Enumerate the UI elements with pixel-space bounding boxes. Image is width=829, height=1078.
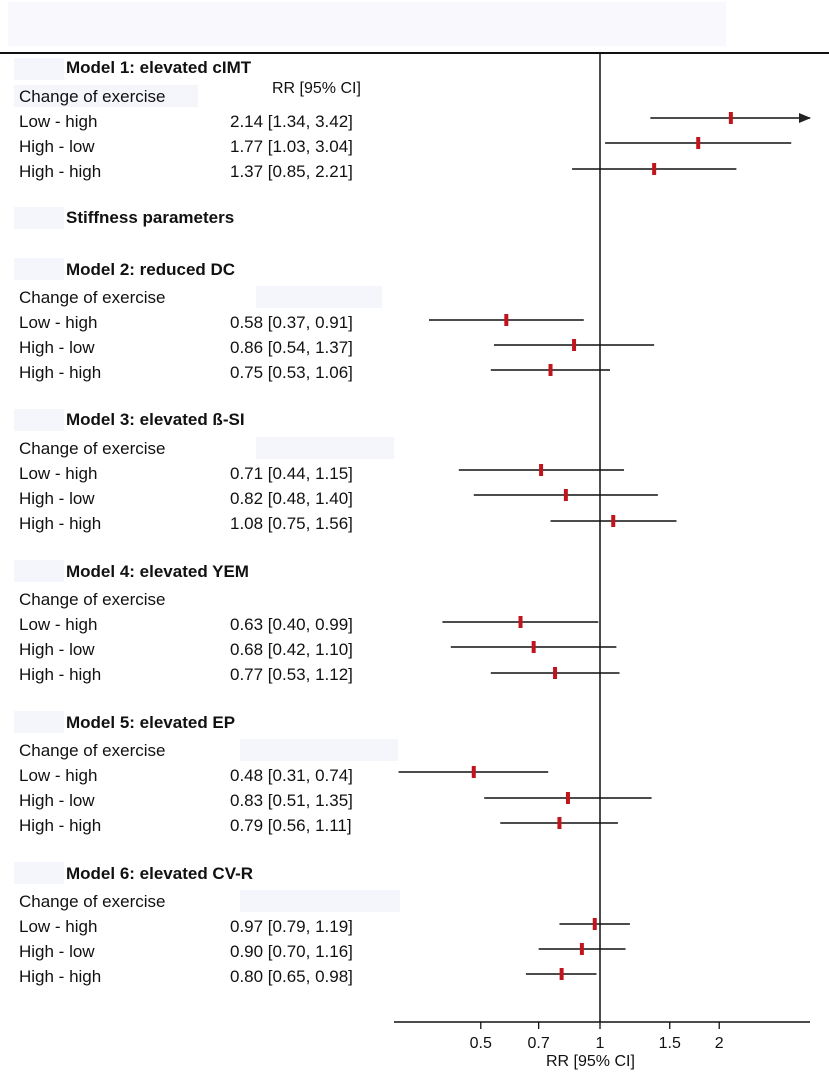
model-1-row-3-value: 1.37 [0.85, 2.21] xyxy=(230,162,353,181)
estimate-marker-6 xyxy=(548,364,553,376)
estimate-marker-8 xyxy=(563,489,568,501)
row-shade xyxy=(14,862,64,884)
model-6-row-2-value: 0.90 [0.70, 1.16] xyxy=(230,942,353,961)
model-1-row-1-label: Low - high xyxy=(19,112,98,131)
model-4-row-1-value: 0.63 [0.40, 0.99] xyxy=(230,615,353,634)
row-shade xyxy=(240,739,398,761)
estimate-marker-16 xyxy=(592,918,597,930)
estimate-marker-5 xyxy=(572,339,577,351)
estimate-marker-13 xyxy=(471,766,476,778)
estimate-marker-1 xyxy=(728,112,733,124)
x-tick-label-3: 1 xyxy=(596,1035,605,1052)
model-1-sublabel: Change of exercise xyxy=(19,87,166,106)
model-3-sublabel: Change of exercise xyxy=(19,439,166,458)
model-4-title: Model 4: elevated YEM xyxy=(66,562,249,581)
model-3-row-1-label: Low - high xyxy=(19,464,98,483)
model-2-row-2-label: High - low xyxy=(19,338,95,357)
model-3-title: Model 3: elevated ß-SI xyxy=(66,410,245,429)
model-6-title: Model 6: elevated CV-R xyxy=(66,864,254,883)
model-5-row-3-value: 0.79 [0.56, 1.11] xyxy=(230,816,352,835)
estimate-marker-4 xyxy=(504,314,509,326)
model-4-row-3-value: 0.77 [0.53, 1.12] xyxy=(230,665,353,684)
model-5-row-1-label: Low - high xyxy=(19,766,98,785)
model-2-title: Model 2: reduced DC xyxy=(66,260,236,279)
model-3-row-2-value: 0.82 [0.48, 1.40] xyxy=(230,489,353,508)
model-5-row-1-value: 0.48 [0.31, 0.74] xyxy=(230,766,353,785)
model-4-row-2-label: High - low xyxy=(19,640,95,659)
section-header: Stiffness parameters xyxy=(66,208,235,227)
row-shade xyxy=(14,58,64,80)
estimate-marker-14 xyxy=(565,792,570,804)
estimate-marker-3 xyxy=(652,163,657,175)
model-4-row-2-value: 0.68 [0.42, 1.10] xyxy=(230,640,353,659)
top-rule xyxy=(0,52,829,54)
model-4-sublabel: Change of exercise xyxy=(19,590,166,609)
model-4-row-1-label: Low - high xyxy=(19,615,98,634)
estimate-marker-10 xyxy=(518,616,523,628)
model-6-row-2-label: High - low xyxy=(19,942,95,961)
model-6-sublabel: Change of exercise xyxy=(19,892,166,911)
model-5-title: Model 5: elevated EP xyxy=(66,713,236,732)
model-1-row-3-label: High - high xyxy=(19,162,102,181)
model-5-row-2-label: High - low xyxy=(19,791,95,810)
estimate-marker-12 xyxy=(553,667,558,679)
model-3-row-3-label: High - high xyxy=(19,514,102,533)
estimate-marker-17 xyxy=(579,943,584,955)
row-shade xyxy=(14,258,64,280)
model-2-row-3-value: 0.75 [0.53, 1.06] xyxy=(230,363,353,382)
model-5-row-2-value: 0.83 [0.51, 1.35] xyxy=(230,791,353,810)
row-shade xyxy=(14,409,64,431)
model-1-row-1-value: 2.14 [1.34, 3.42] xyxy=(230,112,353,131)
model-2-row-1-value: 0.58 [0.37, 0.91] xyxy=(230,313,353,332)
estimate-marker-11 xyxy=(531,641,536,653)
model-5-sublabel: Change of exercise xyxy=(19,741,166,760)
model-2-row-3-label: High - high xyxy=(19,363,102,382)
model-3-row-3-value: 1.08 [0.75, 1.56] xyxy=(230,514,353,533)
estimate-marker-2 xyxy=(696,137,701,149)
model-1-row-2-value: 1.77 [1.03, 3.04] xyxy=(230,137,353,156)
x-axis-title: RR [95% CI] xyxy=(546,1053,635,1070)
model-3-row-1-value: 0.71 [0.44, 1.15] xyxy=(230,464,353,483)
estimate-marker-18 xyxy=(559,968,564,980)
model-6-row-1-label: Low - high xyxy=(19,917,98,936)
model-5-row-3-label: High - high xyxy=(19,816,102,835)
model-1-title: Model 1: elevated cIMT xyxy=(66,58,252,77)
model-1-row-2-label: High - low xyxy=(19,137,95,156)
x-tick-label-1: 0.5 xyxy=(470,1035,492,1052)
model-4-row-3-label: High - high xyxy=(19,665,102,684)
model-2-sublabel: Change of exercise xyxy=(19,288,166,307)
row-shade xyxy=(14,85,198,107)
model-6-row-3-label: High - high xyxy=(19,967,102,986)
x-tick-label-5: 2 xyxy=(715,1035,724,1052)
row-shade xyxy=(14,560,64,582)
row-shade xyxy=(256,437,394,459)
model-3-row-2-label: High - low xyxy=(19,489,95,508)
model-2-row-2-value: 0.86 [0.54, 1.37] xyxy=(230,338,353,357)
row-shade xyxy=(240,890,400,912)
row-shade xyxy=(14,711,64,733)
model-6-row-3-value: 0.80 [0.65, 0.98] xyxy=(230,967,353,986)
row-shade xyxy=(14,207,64,229)
header-placeholder-bar xyxy=(8,2,726,46)
estimate-marker-9 xyxy=(611,515,616,527)
model-6-row-1-value: 0.97 [0.79, 1.19] xyxy=(230,917,353,936)
row-shade xyxy=(256,286,382,308)
x-tick-label-2: 0.7 xyxy=(528,1035,550,1052)
estimate-marker-7 xyxy=(539,464,544,476)
model-2-row-1-label: Low - high xyxy=(19,313,98,332)
x-tick-label-4: 1.5 xyxy=(659,1035,681,1052)
estimate-marker-15 xyxy=(557,817,562,829)
rr-column-header: RR [95% CI] xyxy=(272,80,361,97)
